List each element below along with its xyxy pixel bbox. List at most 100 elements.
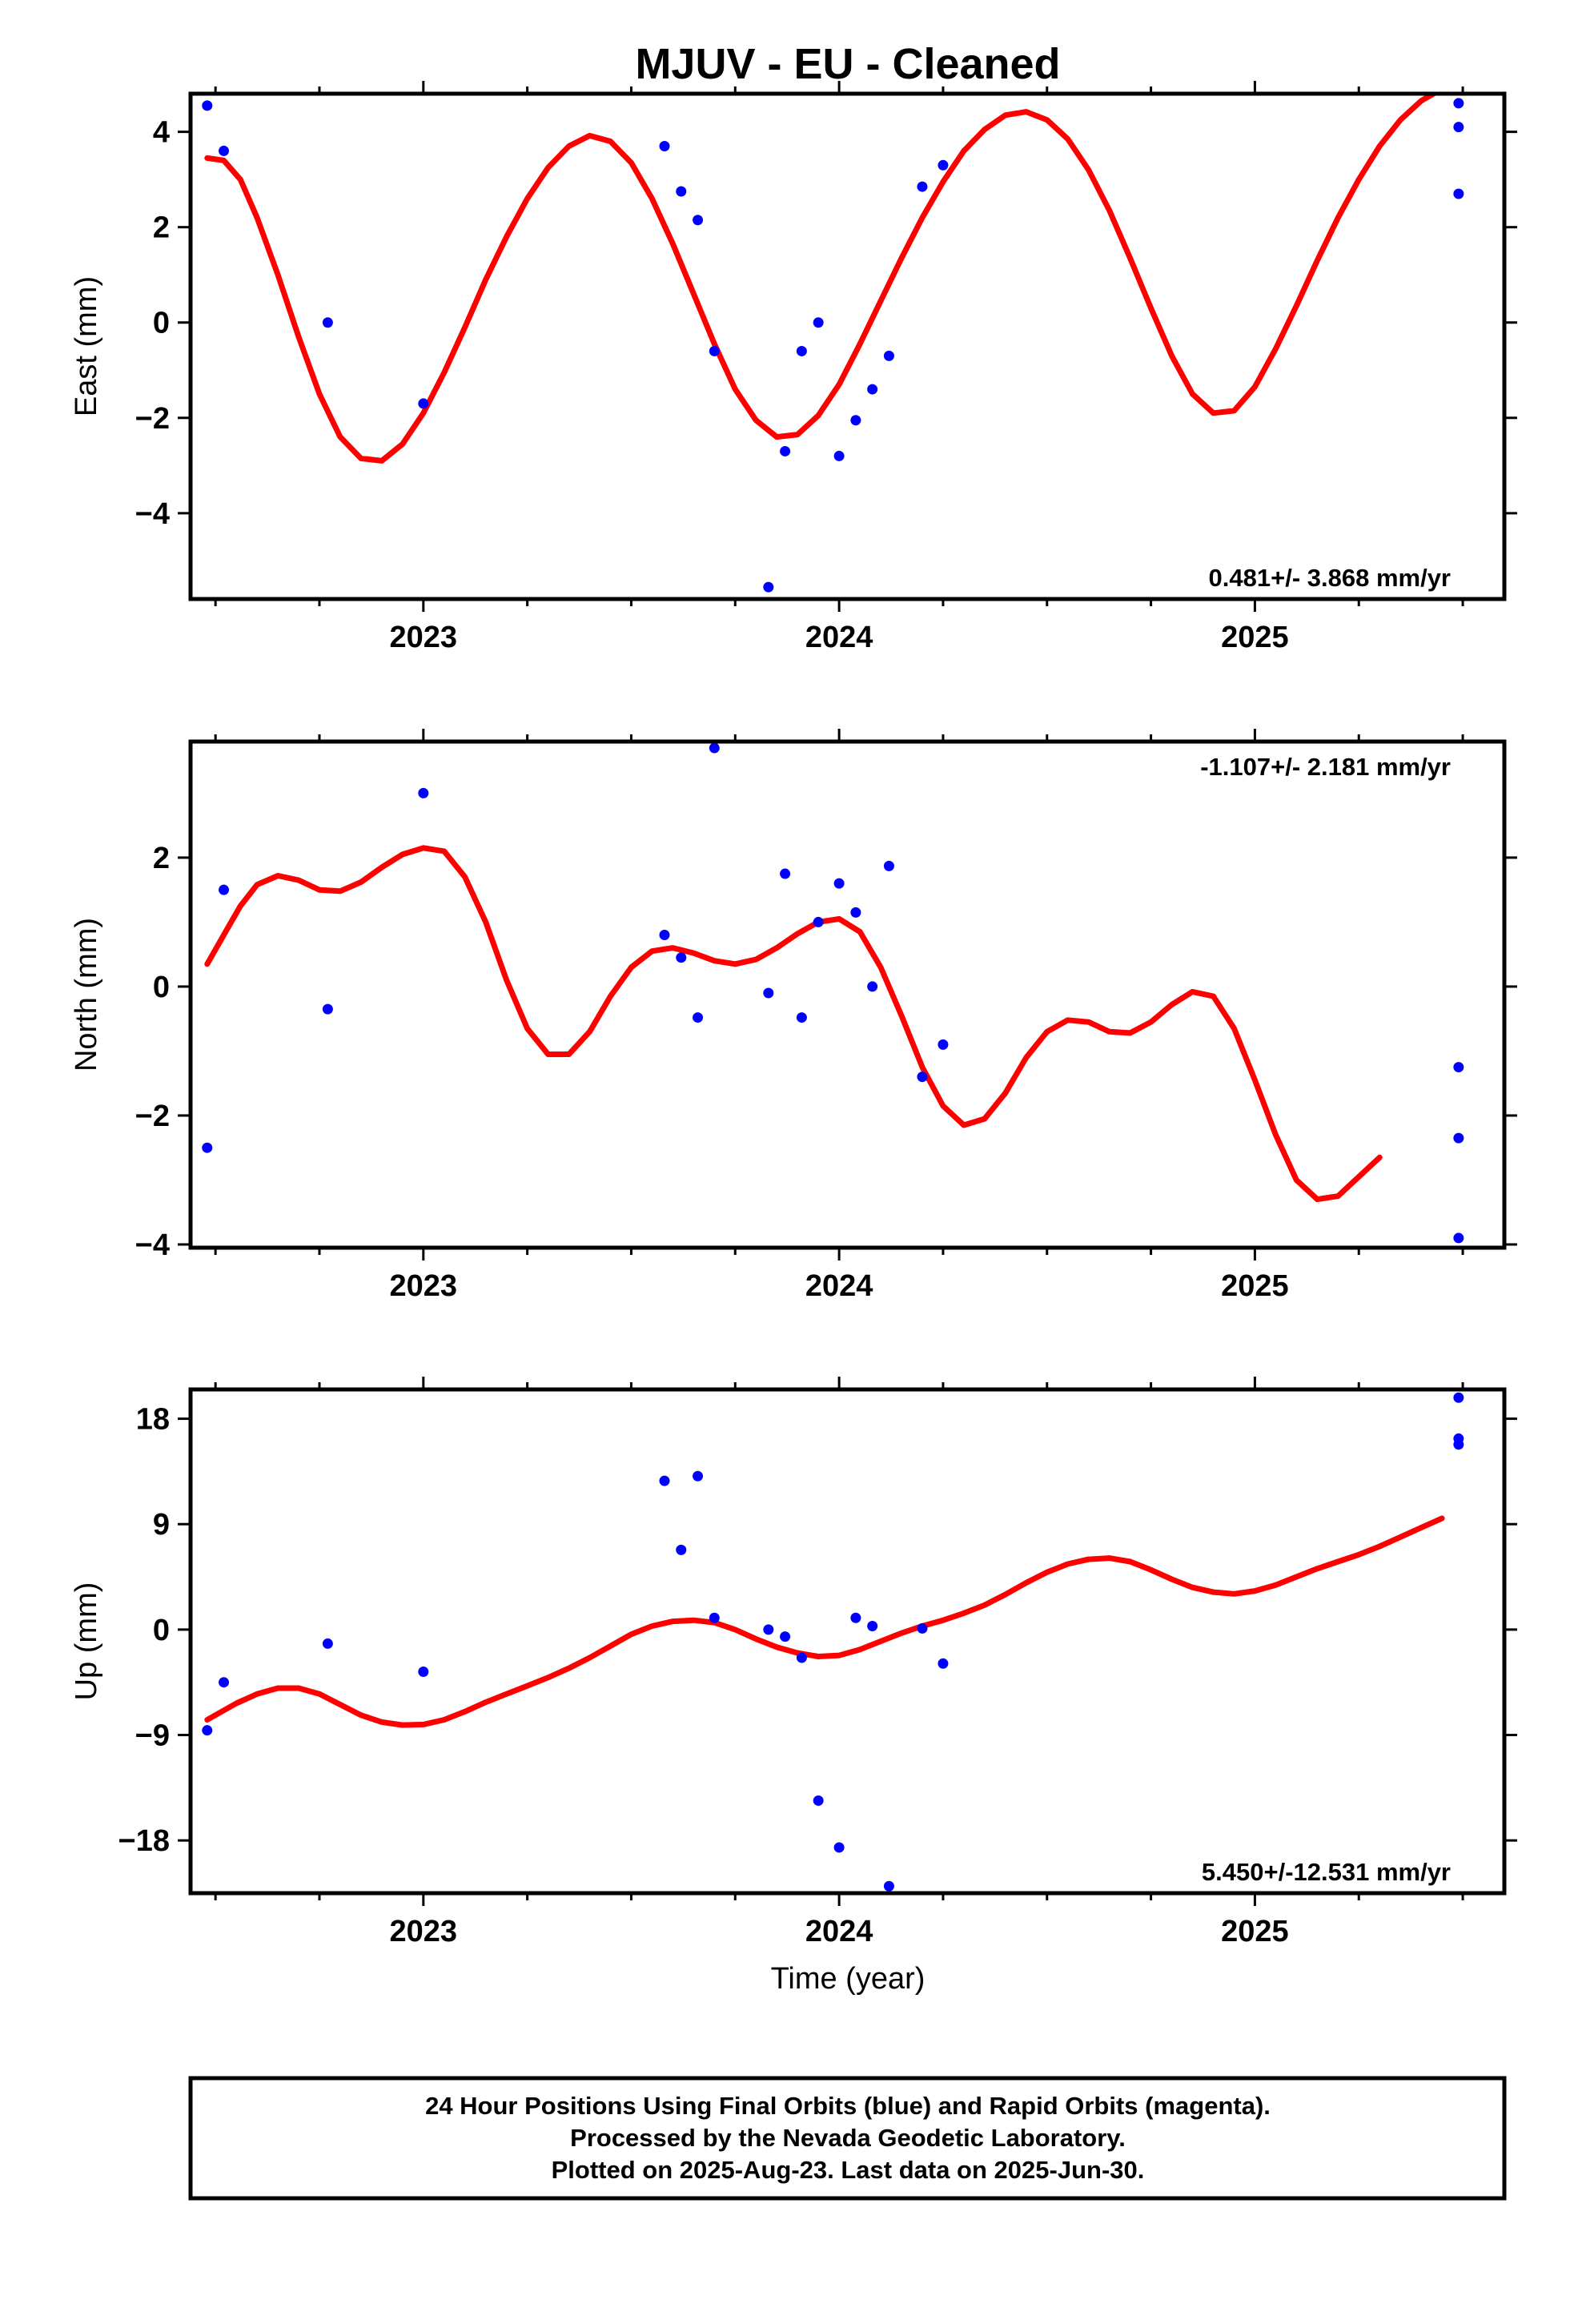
east-x-tick-label: 2025 [1221,621,1289,654]
east-data-point [693,215,704,226]
footer-line-1: 24 Hour Positions Using Final Orbits (bl… [425,2092,1271,2120]
east-data-point [813,317,824,328]
north-panel: −4 −2 0 2 2023 2024 2025 North (mm) -1.107+/- 2.… [70,729,1517,1303]
north-data-point [763,987,774,999]
east-data-point [1453,188,1464,199]
east-data-point [709,345,720,356]
north-y-axis-label: North (mm) [70,918,103,1072]
north-data-point [850,907,861,918]
east-panel: −4 −2 0 2 4 2023 2024 2025 East (mm) 0.481+/- 3.8… [70,81,1517,654]
north-data-point [780,868,791,879]
up-data-point [659,1475,670,1486]
north-x-tick-label: 2023 [390,1269,458,1303]
east-fit-line [204,94,1439,464]
footer-line-2: Processed by the Nevada Geodetic Laborat… [570,2124,1126,2152]
east-data-point [659,140,670,151]
east-data-point [833,450,845,461]
north-data-point [917,1072,928,1083]
east-data-point [219,145,230,156]
east-y-tick-label: −2 [135,402,170,436]
up-data-point [867,1620,878,1631]
east-data-point [418,398,429,409]
up-y-tick-label: −9 [135,1719,170,1753]
north-data-point [693,1012,704,1023]
up-data-point [693,1470,704,1482]
up-data-point [1453,1392,1464,1403]
east-data-point [780,445,791,456]
north-x-tick-label: 2024 [805,1269,873,1303]
up-data-point [322,1638,333,1649]
north-data-point [418,787,429,798]
up-data-point [850,1612,861,1623]
up-data-point [418,1667,429,1678]
up-data-point [883,1880,894,1892]
up-data-point [763,1624,774,1635]
east-data-point [917,181,928,192]
up-data-point [917,1622,928,1634]
up-data-point [833,1842,845,1853]
east-data-point [796,345,807,356]
up-y-tick-label: −18 [118,1824,170,1858]
north-y-tick-label: 2 [153,842,170,875]
east-y-axis-label: East (mm) [70,276,103,416]
east-data-point [202,100,213,111]
up-y-tick-label: 18 [136,1403,170,1437]
north-x-tick-label: 2025 [1221,1269,1289,1303]
east-rate-text: 0.481+/- 3.868 mm/yr [1209,564,1451,592]
north-data-point [883,860,894,871]
up-panel: −18 −9 0 9 18 2023 2024 2025 Up (mm) 5.450+/-12.5… [70,1377,1517,1948]
north-plot-frame [188,739,1507,1250]
up-x-tick-label: 2023 [390,1915,458,1948]
north-data-point [219,884,230,895]
east-plot-frame [188,91,1507,601]
up-y-tick-label: 9 [153,1508,170,1542]
east-data-point [322,317,333,328]
footer-box [188,2076,1507,2201]
up-data-point [780,1631,791,1642]
north-data-point [867,981,878,992]
chart-title: MJUV - EU - Cleaned [635,40,1060,88]
up-data-point [938,1658,949,1669]
up-y-axis-label: Up (mm) [70,1582,103,1701]
east-data-point [850,415,861,426]
north-data-point [202,1142,213,1153]
north-data-point [813,916,824,927]
east-data-point [763,581,774,593]
up-data-point [1453,1439,1464,1450]
north-data-point [938,1039,949,1050]
north-y-tick-label: 0 [153,971,170,1004]
up-data-point [796,1652,807,1663]
east-data-point [1453,122,1464,133]
up-data-point [219,1677,230,1688]
north-data-point [676,952,687,963]
north-data-point [709,742,720,754]
east-data-point [676,186,687,197]
up-x-tick-label: 2025 [1221,1915,1289,1948]
north-fit-line [204,845,1383,1203]
east-y-tick-label: 2 [153,211,170,245]
east-y-tick-label: −4 [135,497,170,531]
up-fit-line [204,1515,1445,1728]
footer-line-3: Plotted on 2025-Aug-23. Last data on 202… [552,2156,1145,2184]
up-data-point [676,1544,687,1555]
east-y-tick-label: 4 [153,116,170,150]
north-data-point [322,1003,333,1015]
x-axis-label: Time (year) [771,1962,926,1996]
east-y-tick-label: 0 [153,307,170,340]
north-data-point [796,1012,807,1023]
east-x-tick-label: 2024 [805,621,873,654]
up-y-tick-label: 0 [153,1614,170,1647]
north-data-point [1453,1132,1464,1144]
east-data-point [867,384,878,395]
north-data-point [1453,1232,1464,1244]
up-rate-text: 5.450+/-12.531 mm/yr [1202,1858,1451,1886]
north-y-tick-label: −4 [135,1228,170,1262]
north-rate-text: -1.107+/- 2.181 mm/yr [1200,753,1451,781]
north-data-point [659,930,670,941]
up-x-tick-label: 2024 [805,1915,873,1948]
east-data-point [938,159,949,171]
east-data-point [1453,98,1464,109]
east-data-point [883,350,894,361]
north-data-point [1453,1062,1464,1073]
